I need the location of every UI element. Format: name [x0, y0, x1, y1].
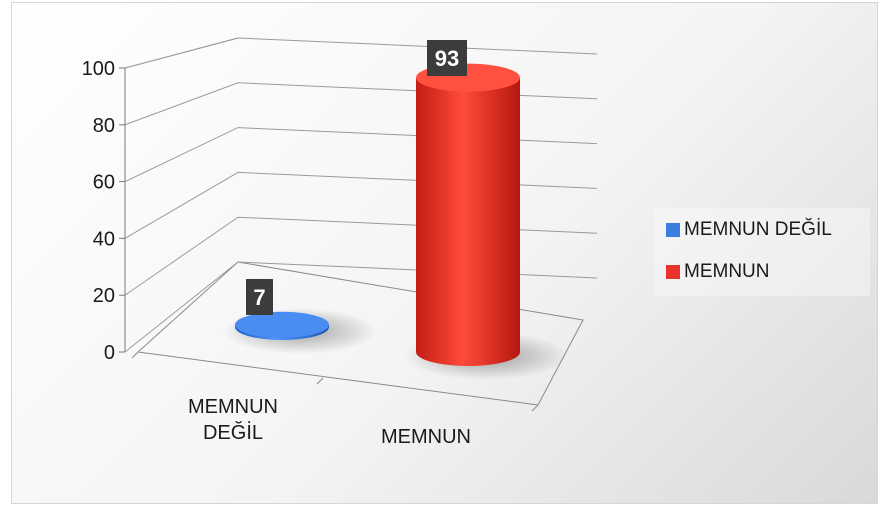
- gridline: [124, 127, 598, 183]
- data-label-box: [246, 279, 273, 315]
- x-category-line: MEMNUN: [188, 396, 278, 418]
- y-tick-label: 80: [93, 115, 115, 137]
- legend: MEMNUN DEĞİL MEMNUN: [654, 208, 870, 296]
- legend-swatch: [666, 223, 680, 237]
- data-label-box: [427, 40, 467, 76]
- x-axis-line: [137, 351, 539, 406]
- bar-body: [416, 77, 520, 367]
- gridline: [124, 82, 598, 126]
- y-tick-label: 40: [93, 228, 115, 250]
- legend-label: MEMNUN DEĞİL: [684, 219, 832, 240]
- legend-label: MEMNUN: [684, 261, 770, 282]
- x-tick-mark: [531, 404, 539, 412]
- bars: [223, 63, 568, 380]
- x-axis-labels: MEMNUN DEĞİL MEMNUN: [188, 396, 471, 448]
- data-labels: 7 93: [246, 40, 467, 315]
- legend-item-memnun: MEMNUN: [666, 260, 770, 284]
- x-tick-mark: [131, 351, 139, 359]
- x-category-label: MEMNUN DEĞİL: [188, 396, 278, 444]
- y-tick-label: 20: [93, 285, 115, 307]
- gridline: [124, 171, 598, 239]
- legend-swatch: [666, 265, 680, 279]
- legend-item-memnun-degil: MEMNUN DEĞİL: [666, 218, 832, 242]
- y-tick-label: 0: [104, 342, 115, 364]
- y-tick-label: 60: [93, 172, 115, 194]
- x-category-line: DEĞİL: [203, 421, 263, 444]
- data-label: 7: [253, 285, 265, 310]
- bar-top: [235, 311, 329, 338]
- data-label: 93: [435, 46, 459, 71]
- x-tick-mark: [316, 377, 324, 385]
- gridline: [124, 37, 598, 69]
- x-category-label: MEMNUN: [381, 426, 471, 448]
- gridline: [124, 216, 598, 296]
- x-category-line: MEMNUN: [381, 426, 471, 448]
- y-axis-ticks: 0 20 40 60 80 100: [82, 58, 115, 364]
- y-tick-label: 100: [82, 58, 115, 80]
